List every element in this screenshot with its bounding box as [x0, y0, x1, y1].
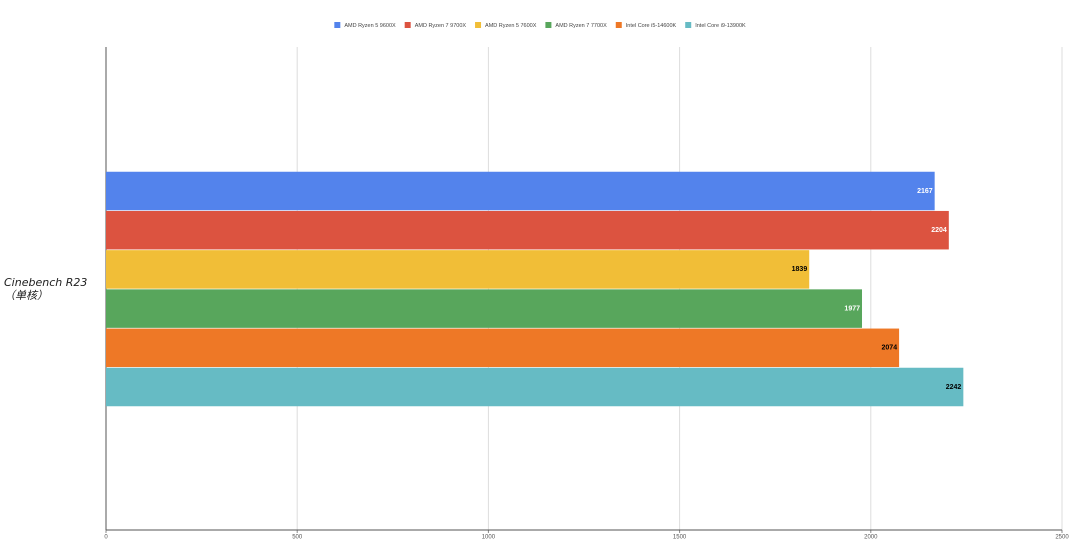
x-tick-label: 2500	[1055, 535, 1069, 541]
legend-label: AMD Ryzen 7 9700X	[415, 23, 467, 29]
x-tick-label: 2000	[864, 535, 878, 541]
legend: AMD Ryzen 5 9600X AMD Ryzen 7 9700X AMD Ry…	[334, 22, 746, 29]
legend-swatch	[615, 22, 622, 28]
legend-swatch	[475, 22, 482, 28]
value-label: 2242	[946, 384, 962, 391]
bar	[106, 210, 949, 250]
value-label: 2167	[917, 188, 933, 195]
value-label: 2204	[931, 227, 947, 234]
value-label: 1977	[844, 305, 860, 312]
x-tick-label: 1500	[673, 535, 687, 541]
bar	[106, 328, 900, 368]
legend-label: AMD Ryzen 7 7700X	[555, 23, 607, 29]
x-tick-label: 500	[292, 535, 303, 541]
value-label: 1839	[792, 266, 808, 273]
legend-swatch	[545, 22, 552, 28]
value-label: 2074	[882, 345, 898, 352]
legend-label: AMD Ryzen 5 7600X	[485, 23, 537, 29]
legend-swatch	[334, 22, 341, 28]
legend-label: AMD Ryzen 5 9600X	[344, 23, 396, 29]
bar	[106, 250, 810, 289]
bar	[106, 367, 964, 407]
legend-swatch	[685, 22, 692, 28]
bar	[106, 289, 863, 328]
x-tick-label: 1000	[482, 535, 496, 541]
category-label: Cinebench R23 （单核）	[4, 276, 88, 302]
legend-label: Intel Core i5-14600K	[626, 23, 677, 29]
x-tick-label: 0	[104, 535, 108, 541]
bar	[106, 171, 935, 211]
legend-swatch	[404, 22, 411, 28]
legend-label: Intel Core i9-13900K	[695, 23, 746, 29]
